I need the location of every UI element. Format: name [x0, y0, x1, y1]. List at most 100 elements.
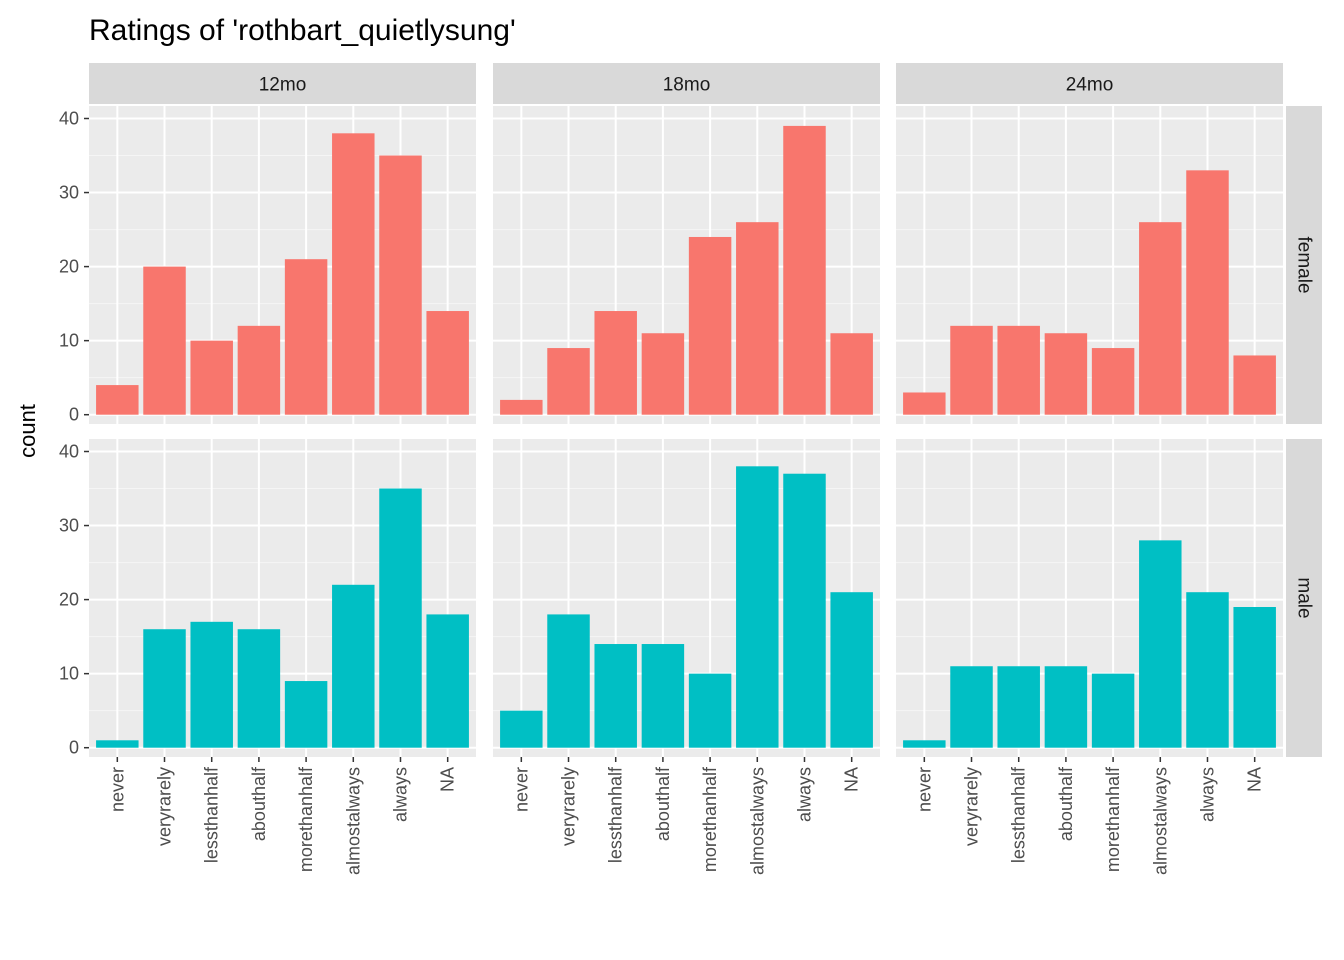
- bar-abouthalf: [237, 325, 281, 415]
- x-tick-label: veryrarely: [559, 767, 579, 846]
- bar-almostalways: [736, 222, 779, 415]
- y-tick-label: 10: [59, 664, 79, 684]
- bar-lessthanhalf: [997, 666, 1040, 748]
- bar-almostalways: [1139, 222, 1182, 415]
- bar-morethanhalf: [1091, 348, 1135, 415]
- bar-lessthanhalf: [594, 311, 637, 415]
- bar-veryrarely: [143, 629, 186, 748]
- chart-title: Ratings of 'rothbart_quietlysung': [89, 14, 516, 47]
- y-tick-label: 40: [59, 109, 79, 129]
- bar-abouthalf: [1044, 666, 1088, 748]
- x-tick-label: abouthalf: [249, 766, 269, 841]
- facet-strip-18mo: [493, 63, 880, 104]
- x-tick-label: lessthanhalf: [606, 766, 626, 863]
- facet-strip-12mo: [89, 63, 476, 104]
- bar-always: [379, 488, 422, 748]
- x-tick-label: NA: [842, 767, 862, 792]
- bar-NA: [426, 311, 469, 415]
- bar-morethanhalf: [284, 259, 328, 415]
- x-tick-label: always: [390, 767, 410, 822]
- y-tick-label: 20: [59, 257, 79, 277]
- bar-almostalways: [1139, 540, 1182, 748]
- bar-veryrarely: [547, 614, 590, 748]
- facet-strip-female: [1286, 106, 1322, 424]
- bar-morethanhalf: [284, 681, 328, 748]
- x-tick-label: NA: [1245, 767, 1265, 792]
- bar-almostalways: [332, 584, 375, 748]
- bar-NA: [1233, 607, 1276, 748]
- bar-lessthanhalf: [997, 325, 1040, 415]
- facet-strip-label: female: [1294, 236, 1315, 293]
- bar-never: [96, 385, 139, 415]
- x-tick-label: morethanhalf: [296, 766, 316, 872]
- bar-veryrarely: [143, 266, 186, 415]
- bar-almostalways: [332, 133, 375, 415]
- bar-NA: [426, 614, 469, 748]
- x-tick-label: almostalways: [343, 767, 363, 875]
- bar-abouthalf: [641, 333, 685, 415]
- x-tick-label: always: [1197, 767, 1217, 822]
- facet-strip-label: 18mo: [663, 75, 711, 96]
- x-tick-label: veryrarely: [962, 767, 982, 846]
- facet-strip-label: 24mo: [1066, 75, 1114, 96]
- y-tick-label: 30: [59, 516, 79, 536]
- panel-24mo-male: never veryrarely lessthanhalf abouthalf more…: [896, 439, 1283, 875]
- bar-lessthanhalf: [190, 621, 233, 748]
- bar-never: [500, 399, 543, 415]
- facet-strip-24mo: [896, 63, 1283, 104]
- bar-veryrarely: [950, 325, 993, 415]
- panel-18mo-female: [493, 106, 880, 424]
- bar-always: [1186, 592, 1229, 748]
- bar-never: [903, 392, 946, 415]
- facet-strip-label: 12mo: [259, 75, 307, 96]
- bar-lessthanhalf: [594, 644, 637, 748]
- bar-abouthalf: [641, 644, 685, 748]
- x-tick-label: always: [794, 767, 814, 822]
- x-tick-label: never: [511, 767, 531, 812]
- x-tick-label: veryrarely: [155, 767, 175, 846]
- y-tick-label: 10: [59, 331, 79, 351]
- facet-strip-label: male: [1294, 577, 1315, 618]
- bar-never: [903, 740, 946, 748]
- bar-NA: [830, 592, 873, 748]
- x-tick-label: morethanhalf: [700, 766, 720, 872]
- bar-morethanhalf: [688, 673, 732, 748]
- x-tick-label: never: [107, 767, 127, 812]
- bar-NA: [830, 333, 873, 415]
- y-tick-label: 20: [59, 590, 79, 610]
- panel-12mo-male: 0 10 20 30 40 never veryrarely lessthanhalf abou…: [59, 439, 476, 875]
- bar-abouthalf: [237, 629, 281, 748]
- bar-never: [96, 740, 139, 748]
- bar-never: [500, 710, 543, 748]
- bar-abouthalf: [1044, 333, 1088, 415]
- x-tick-label: almostalways: [747, 767, 767, 875]
- bar-lessthanhalf: [190, 340, 233, 415]
- panel-12mo-female: 0 10 20 30 40: [59, 106, 476, 425]
- bar-almostalways: [736, 466, 779, 748]
- x-tick-label: almostalways: [1150, 767, 1170, 875]
- x-tick-label: abouthalf: [1056, 766, 1076, 841]
- bar-always: [1186, 170, 1229, 415]
- bar-always: [379, 155, 422, 415]
- bar-always: [783, 473, 826, 748]
- y-tick-label: 0: [69, 738, 79, 758]
- facet-strip-male: [1286, 439, 1322, 757]
- y-tick-label: 0: [69, 405, 79, 425]
- bar-veryrarely: [950, 666, 993, 748]
- x-tick-label: lessthanhalf: [1009, 766, 1029, 863]
- plot-area: 12mo 18mo 24mo female male 0 10 20 30 40 0 10 20 30 40…: [59, 63, 1322, 875]
- y-axis-title: count: [15, 404, 40, 458]
- panel-18mo-male: never veryrarely lessthanhalf abouthalf more…: [493, 439, 880, 875]
- bar-veryrarely: [547, 348, 590, 415]
- bar-always: [783, 125, 826, 415]
- x-tick-label: lessthanhalf: [202, 766, 222, 863]
- bar-NA: [1233, 355, 1276, 415]
- y-tick-label: 40: [59, 442, 79, 462]
- x-tick-label: NA: [438, 767, 458, 792]
- x-tick-label: abouthalf: [653, 766, 673, 841]
- panel-24mo-female: [896, 106, 1283, 424]
- y-tick-label: 30: [59, 183, 79, 203]
- x-tick-label: never: [914, 767, 934, 812]
- bar-morethanhalf: [1091, 673, 1135, 748]
